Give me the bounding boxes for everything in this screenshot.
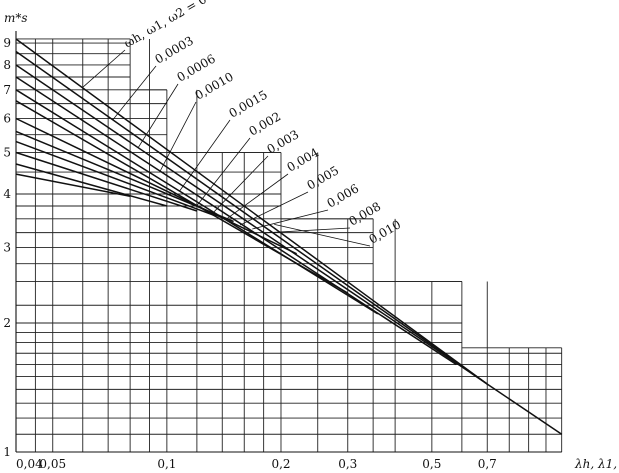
y-tick-label: 9 <box>3 36 11 50</box>
x-tick-label: 0,05 <box>39 457 66 471</box>
label-leader <box>82 49 126 88</box>
x-tick-label: 0,2 <box>271 457 290 471</box>
curve-0-0006 <box>15 64 488 385</box>
y-tick-label: 3 <box>3 241 11 255</box>
y-tick-label: 7 <box>3 83 11 97</box>
x-tick-label: 0,3 <box>338 457 357 471</box>
curve-0-0003 <box>15 50 488 385</box>
curve-label: 0,010 <box>367 217 404 246</box>
tick-labels: 0,040,05 0,1 0,2 0,3 0,5 0,7 1 2 3 4 5 6 7 8 9 <box>3 36 496 471</box>
curve-0-008 <box>15 163 168 207</box>
curve-label: 0,006 <box>325 181 362 210</box>
y-tick-label: 8 <box>3 58 11 72</box>
label-leader <box>274 223 371 247</box>
label-leader <box>159 101 197 172</box>
y-tick-label: 6 <box>3 112 11 126</box>
label-leader <box>239 191 309 226</box>
label-leader <box>196 137 251 206</box>
label-leader <box>226 173 289 220</box>
label-leader <box>112 65 157 121</box>
curve-label: 0,004 <box>285 145 322 174</box>
label-leader <box>263 227 351 234</box>
curve-0-003 <box>15 117 298 255</box>
x-axis-label: λh, λ1, λ2 <box>574 457 619 471</box>
label-leader <box>212 155 269 214</box>
curve-label: 0,0003 <box>153 33 196 66</box>
curve-label: 0,005 <box>305 163 342 192</box>
curve-label: ωh, ω1, ω2 = 0 <box>122 0 209 51</box>
curves <box>15 38 563 435</box>
x-tick-label: 0,1 <box>157 457 176 471</box>
curve-0-004 <box>15 130 234 223</box>
label-leader <box>137 83 179 148</box>
y-tick-label: 4 <box>3 187 11 201</box>
y-tick-label: 1 <box>3 445 11 459</box>
x-tick-label: 0,5 <box>422 457 441 471</box>
curve-0-005 <box>15 140 217 217</box>
grid <box>15 33 563 453</box>
curve-0-006 <box>15 151 198 212</box>
y-tick-label: 5 <box>3 145 11 159</box>
y-axis-label: m*s <box>4 11 28 25</box>
label-leader <box>179 119 231 192</box>
curve-0-0015 <box>15 89 379 315</box>
curve--h-1-2-0 <box>15 38 563 435</box>
curve-0-0010 <box>15 76 457 366</box>
curve-labels: ωh, ω1, ω2 = 00,00030,00060,00100,00150,… <box>122 0 404 247</box>
y-tick-label: 2 <box>3 316 11 330</box>
curve-label: 0,008 <box>347 199 384 228</box>
label-leader <box>252 209 329 230</box>
curve-0-010 <box>15 173 131 198</box>
curve-label: 0,002 <box>247 109 284 138</box>
curve-label: 0,003 <box>265 127 302 156</box>
x-tick-label: 0,04 <box>16 457 43 471</box>
axes <box>15 31 562 453</box>
curve-0-002 <box>15 100 349 294</box>
label-leaders <box>82 49 371 247</box>
x-tick-label: 0,7 <box>478 457 497 471</box>
